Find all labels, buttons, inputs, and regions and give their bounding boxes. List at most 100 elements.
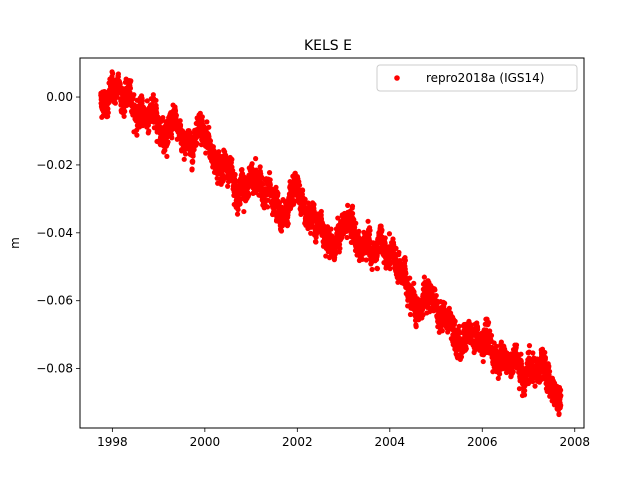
data-point xyxy=(480,358,486,365)
data-point xyxy=(332,251,338,257)
data-point xyxy=(546,363,552,369)
data-point xyxy=(513,342,520,348)
data-point xyxy=(273,184,279,190)
x-tick-label: 2004 xyxy=(375,435,406,449)
data-point xyxy=(546,368,553,375)
data-point xyxy=(302,196,308,202)
axes-frame xyxy=(79,57,585,429)
data-point xyxy=(189,166,195,172)
data-point xyxy=(139,98,145,104)
data-point xyxy=(498,339,504,345)
data-point xyxy=(128,78,134,84)
data-point xyxy=(249,166,255,172)
data-point xyxy=(206,124,212,130)
data-point xyxy=(264,204,271,210)
data-point xyxy=(558,402,564,408)
data-point xyxy=(265,197,271,203)
data-point xyxy=(463,346,469,352)
data-point xyxy=(234,211,241,217)
data-point xyxy=(532,383,538,389)
data-point xyxy=(172,108,179,114)
data-point xyxy=(296,182,303,188)
data-point xyxy=(121,113,127,119)
data-point xyxy=(311,201,317,208)
data-point xyxy=(276,200,283,206)
x-tick-label: 1998 xyxy=(97,435,128,449)
data-point xyxy=(110,70,116,77)
data-point xyxy=(232,171,238,178)
data-point xyxy=(542,354,549,361)
data-point xyxy=(452,318,458,324)
data-point xyxy=(396,249,402,256)
data-point xyxy=(366,231,373,238)
data-point xyxy=(407,275,413,281)
x-tick-label: 2006 xyxy=(467,435,498,449)
data-point xyxy=(386,231,393,237)
data-point xyxy=(266,170,273,176)
data-point xyxy=(558,387,564,393)
data-point xyxy=(169,135,175,141)
y-tick-label: −0.02 xyxy=(36,158,73,172)
data-point xyxy=(260,181,266,187)
data-point xyxy=(446,305,452,311)
legend: repro2018a (IGS14) xyxy=(376,64,578,92)
data-point xyxy=(456,323,462,329)
data-point xyxy=(411,280,417,286)
data-point xyxy=(237,201,243,207)
data-point xyxy=(311,208,317,214)
data-point xyxy=(225,183,231,189)
data-point xyxy=(203,150,209,156)
data-point xyxy=(387,259,393,265)
chart-title: KELS E xyxy=(304,38,352,54)
data-point xyxy=(518,351,524,357)
data-point xyxy=(530,350,536,356)
data-point xyxy=(257,164,263,170)
data-point xyxy=(558,393,564,399)
data-point xyxy=(472,347,478,353)
x-tick-label: 2002 xyxy=(282,435,313,449)
data-point xyxy=(275,190,281,196)
data-point xyxy=(191,147,197,153)
data-point xyxy=(153,97,159,104)
data-point xyxy=(182,151,189,157)
y-tick-label: −0.06 xyxy=(36,294,73,308)
data-point xyxy=(495,375,501,381)
data-point xyxy=(177,118,183,124)
data-point xyxy=(146,128,152,134)
data-point xyxy=(328,226,334,232)
data-point xyxy=(199,114,205,120)
data-point xyxy=(187,130,193,136)
data-point xyxy=(432,287,438,293)
data-point xyxy=(239,166,245,173)
data-point xyxy=(216,149,222,155)
plot-area xyxy=(98,69,564,418)
data-point xyxy=(278,228,285,234)
legend-label: repro2018a (IGS14) xyxy=(426,71,544,85)
x-tick-label: 2008 xyxy=(559,435,590,449)
data-point xyxy=(374,266,381,272)
x-tick-label: 2000 xyxy=(190,435,221,449)
data-point xyxy=(267,177,273,183)
data-point xyxy=(393,245,399,251)
data-point xyxy=(164,153,170,159)
data-point xyxy=(246,192,252,198)
data-point xyxy=(235,206,241,213)
data-point xyxy=(335,215,341,221)
data-point xyxy=(204,119,210,125)
data-point xyxy=(181,156,187,162)
data-point xyxy=(356,228,362,234)
data-point xyxy=(369,266,375,273)
data-point xyxy=(382,235,388,241)
data-point xyxy=(153,105,159,111)
data-point xyxy=(521,392,528,398)
data-point xyxy=(127,85,134,91)
data-point xyxy=(378,223,384,229)
data-point xyxy=(522,388,528,394)
data-point xyxy=(387,266,393,272)
data-point xyxy=(367,227,373,234)
y-tick-label: 0.00 xyxy=(46,90,73,104)
data-point xyxy=(519,364,525,370)
data-point xyxy=(379,227,385,233)
data-point xyxy=(363,257,369,263)
data-point xyxy=(210,144,216,150)
